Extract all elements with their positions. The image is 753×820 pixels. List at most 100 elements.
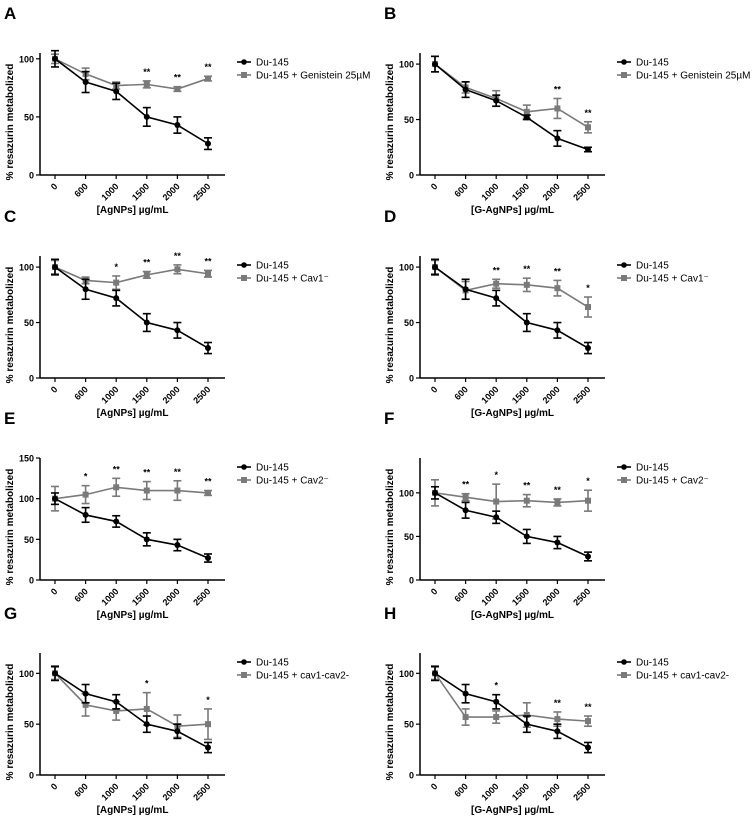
y-tick-label: 50 bbox=[24, 112, 34, 122]
legend-label: Du-145 + Cav1⁻ bbox=[636, 274, 709, 285]
x-tick-label: 2000 bbox=[541, 781, 562, 802]
significance-marker: * bbox=[145, 679, 149, 689]
legend-marker bbox=[621, 59, 627, 65]
series-treated bbox=[51, 259, 212, 291]
y-tick-label: 100 bbox=[399, 60, 414, 70]
y-tick-label: 0 bbox=[29, 374, 34, 384]
legend-marker bbox=[621, 659, 627, 665]
x-axis-label: [AgNPs] µg/mL bbox=[97, 205, 169, 216]
panel-letter: D bbox=[384, 207, 396, 226]
significance-marker: * bbox=[84, 472, 88, 482]
data-point bbox=[585, 124, 591, 131]
data-point bbox=[174, 542, 181, 549]
data-point bbox=[585, 345, 591, 352]
data-point bbox=[432, 61, 438, 68]
legend-label: Du-145 bbox=[256, 463, 289, 474]
data-point bbox=[585, 744, 591, 751]
data-point bbox=[585, 718, 591, 725]
data-point bbox=[113, 484, 120, 491]
series-line bbox=[54, 58, 209, 145]
legend-label: Du-145 bbox=[256, 261, 289, 272]
data-point bbox=[493, 280, 500, 287]
data-point bbox=[113, 279, 120, 286]
x-tick-label: 2000 bbox=[161, 384, 182, 405]
data-point bbox=[113, 88, 120, 95]
y-tick-label: 50 bbox=[24, 535, 34, 545]
x-tick-label: 0 bbox=[429, 384, 440, 395]
series-line bbox=[54, 672, 209, 749]
x-tick-label: 1000 bbox=[479, 181, 500, 202]
legend-label: Du-145 bbox=[636, 658, 669, 669]
y-tick-label: 0 bbox=[29, 171, 34, 181]
series-treated bbox=[51, 666, 212, 741]
y-axis-label: % resazurin metabolized bbox=[5, 664, 16, 781]
data-point bbox=[585, 146, 591, 153]
series-control bbox=[431, 485, 592, 562]
data-point bbox=[52, 495, 58, 502]
y-tick-label: 100 bbox=[19, 263, 34, 273]
significance-marker: ** bbox=[584, 108, 592, 118]
legend-label: Du-145 + Genistein 25µM bbox=[636, 71, 750, 82]
data-point bbox=[205, 75, 211, 82]
y-axis-label: % resazurin metabolized bbox=[5, 64, 16, 181]
legend-label: Du-145 bbox=[256, 58, 289, 69]
significance-marker: ** bbox=[204, 477, 212, 487]
data-point bbox=[493, 295, 500, 302]
y-tick-label: 50 bbox=[24, 318, 34, 328]
legend-marker bbox=[241, 275, 247, 281]
y-tick-label: 50 bbox=[24, 720, 34, 730]
legend-marker bbox=[621, 72, 627, 78]
data-point bbox=[174, 86, 181, 93]
significance-marker: * bbox=[586, 283, 590, 293]
data-point bbox=[523, 712, 530, 719]
data-point bbox=[82, 491, 89, 498]
x-axis-label: [AgNPs] µg/mL bbox=[97, 408, 169, 419]
significance-marker: ** bbox=[554, 84, 562, 94]
y-tick-label: 50 bbox=[404, 532, 414, 542]
x-tick-label: 2000 bbox=[161, 181, 182, 202]
data-point bbox=[52, 264, 58, 271]
panel-letter: H bbox=[384, 604, 396, 623]
legend-label: Du-145 + Cav2⁻ bbox=[256, 476, 329, 487]
data-point bbox=[82, 701, 89, 708]
series-line bbox=[54, 266, 209, 284]
y-tick-label: 100 bbox=[399, 488, 414, 498]
data-point bbox=[523, 108, 530, 115]
data-point bbox=[113, 707, 120, 714]
legend-label: Du-145 + cav1-cav2- bbox=[636, 671, 729, 682]
data-point bbox=[143, 705, 150, 712]
data-point bbox=[493, 498, 500, 505]
data-point bbox=[585, 553, 591, 560]
data-point bbox=[523, 319, 530, 326]
significance-marker: ** bbox=[204, 256, 212, 266]
x-tick-label: 2500 bbox=[571, 181, 592, 202]
data-point bbox=[174, 487, 181, 494]
data-point bbox=[523, 114, 530, 121]
data-point bbox=[554, 716, 561, 723]
legend-label: Du-145 bbox=[636, 58, 669, 69]
data-point bbox=[462, 714, 469, 721]
legend-marker bbox=[621, 262, 627, 268]
legend-marker bbox=[241, 59, 247, 65]
series-line bbox=[54, 672, 209, 728]
y-axis-label: % resazurin metabolized bbox=[385, 469, 396, 586]
y-tick-label: 100 bbox=[19, 494, 34, 504]
data-point bbox=[143, 536, 150, 543]
legend-label: Du-145 + cav1-cav2- bbox=[256, 671, 349, 682]
series-treated bbox=[431, 478, 592, 520]
series-line bbox=[434, 266, 589, 308]
x-tick-label: 0 bbox=[429, 781, 440, 792]
x-tick-label: 600 bbox=[452, 384, 470, 402]
series-line bbox=[434, 492, 589, 558]
y-axis-label: % resazurin metabolized bbox=[5, 469, 16, 586]
panel-letter: E bbox=[4, 409, 15, 428]
x-axis-label: [G-AgNPs] µg/mL bbox=[471, 408, 554, 419]
series-line bbox=[434, 672, 589, 749]
x-tick-label: 0 bbox=[49, 586, 60, 597]
data-point bbox=[174, 728, 181, 735]
y-tick-label: 0 bbox=[409, 576, 414, 586]
x-tick-label: 600 bbox=[72, 781, 90, 799]
panel-letter: B bbox=[384, 4, 396, 23]
data-point bbox=[493, 714, 500, 721]
